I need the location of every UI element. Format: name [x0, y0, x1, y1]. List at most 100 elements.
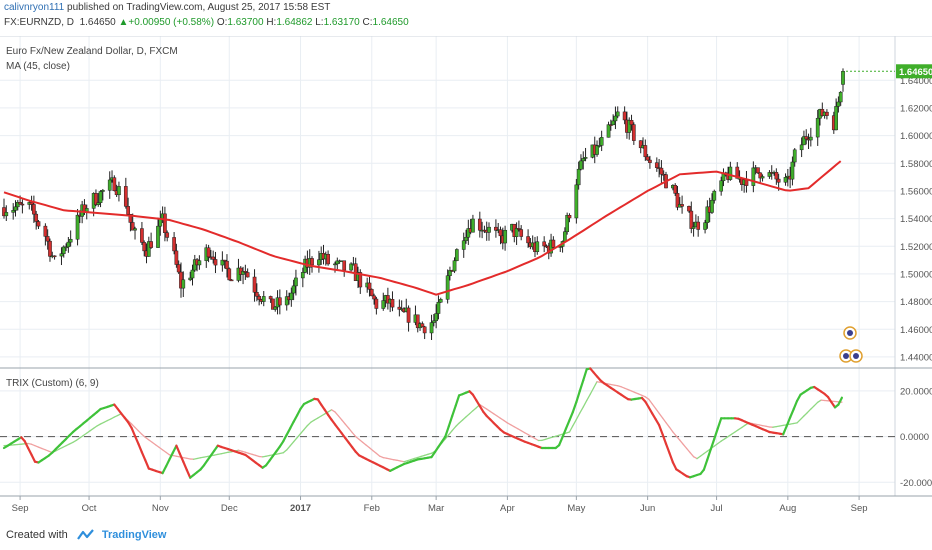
signal-line-segment — [317, 415, 322, 419]
trix-line-segment — [657, 424, 664, 436]
candle-body — [45, 236, 50, 242]
trix-line-segment — [137, 443, 143, 454]
candle-body — [333, 263, 337, 266]
signal-line-segment — [458, 419, 464, 424]
candle-body — [369, 289, 374, 297]
trix-line-segment — [444, 425, 450, 438]
time-tick-label: Sep — [12, 503, 29, 514]
close-value: 1.64650 — [372, 17, 409, 28]
candle-body — [783, 177, 788, 183]
candle-body — [498, 229, 503, 237]
time-tick-label: Jul — [710, 503, 722, 514]
candle-body — [431, 320, 436, 323]
candle-body — [243, 271, 248, 273]
trix-line-segment — [182, 460, 188, 471]
trix-line-segment — [144, 459, 150, 470]
candle-body — [48, 240, 52, 257]
candle-body — [542, 241, 547, 247]
candle-body — [703, 222, 707, 230]
trix-line-segment — [140, 451, 147, 462]
candle-body — [225, 260, 229, 270]
signal-line-segment — [686, 447, 691, 454]
trix-line-segment — [557, 435, 564, 447]
signal-line-segment — [517, 428, 522, 432]
candle-body — [776, 178, 781, 183]
signal-line-segment — [648, 398, 653, 405]
signal-line-segment — [372, 449, 378, 455]
signal-line-segment — [292, 437, 298, 443]
signal-line-segment — [134, 426, 140, 432]
candle-body — [804, 136, 809, 140]
trix-line-segment — [292, 414, 299, 423]
chart-title: Euro Fx/New Zealand Dollar, D, FXCM — [6, 46, 178, 57]
time-tick-label: 2017 — [290, 503, 311, 514]
signal-line-segment — [579, 406, 584, 414]
signal-line-segment — [720, 438, 726, 442]
candle-body — [32, 204, 36, 215]
candle-body — [629, 120, 634, 125]
trix-line-segment — [127, 421, 133, 429]
signal-line-segment — [668, 426, 674, 433]
signal-line-segment — [813, 401, 819, 407]
candle-body — [815, 117, 820, 138]
signal-line-segment — [489, 410, 495, 415]
candle-body — [565, 215, 570, 232]
trix-line-segment — [130, 426, 137, 438]
signal-line-segment — [310, 419, 315, 423]
candle-body — [758, 172, 763, 179]
candle-body — [133, 228, 137, 231]
price-tick-label: 1.64000 — [900, 76, 932, 87]
candle-body — [268, 296, 273, 300]
signal-line-segment — [327, 409, 333, 413]
signal-line-segment — [461, 416, 467, 421]
signal-line-segment — [730, 431, 736, 435]
signal-line-segment — [448, 429, 453, 436]
trix-line-segment — [713, 427, 719, 440]
signal-line-segment — [523, 432, 529, 436]
candle-body — [445, 275, 450, 300]
candle-body — [291, 285, 296, 294]
candle-body — [64, 246, 68, 249]
candle-body — [252, 276, 257, 293]
signal-line-segment — [282, 449, 288, 454]
signal-line-segment — [375, 452, 381, 457]
signal-line-segment — [130, 423, 136, 429]
trix-line-segment — [702, 458, 709, 471]
author-link[interactable]: calivnryon111 — [4, 2, 65, 13]
trix-line-segment — [471, 393, 478, 402]
signal-line-segment — [586, 393, 591, 402]
candle-body — [654, 162, 659, 168]
trix-line-segment — [706, 448, 712, 461]
candle-body — [834, 106, 838, 131]
time-tick-label: Jun — [640, 503, 655, 514]
time-tick-label: May — [567, 503, 585, 514]
price-tick-label: 1.46000 — [900, 325, 932, 336]
candle-body — [576, 168, 581, 186]
signal-line-segment — [644, 396, 650, 400]
signal-line-segment — [799, 415, 805, 421]
candle-body — [146, 241, 151, 257]
candle-body — [165, 232, 170, 238]
signal-line-segment — [530, 435, 536, 440]
trix-line-segment — [168, 451, 174, 461]
trix-line-segment — [185, 468, 192, 479]
candle-body — [477, 218, 482, 231]
brand-label[interactable]: TradingView — [101, 529, 167, 541]
signal-line-segment — [368, 447, 374, 452]
chart-canvas[interactable]: 1.64000 1.62000 1.60000 1.58000 1.56000 1.540… — [0, 36, 932, 520]
candle-body — [825, 111, 829, 116]
candle-body — [567, 215, 572, 219]
trix-line-segment — [785, 416, 792, 428]
candle-body — [429, 322, 434, 334]
trix-line-segment — [664, 442, 671, 455]
open-value: 1.63700 — [227, 17, 264, 28]
candle-body — [675, 193, 680, 208]
candle-body — [638, 140, 643, 149]
candle-body — [735, 166, 740, 179]
low-value: 1.63170 — [323, 17, 360, 28]
price-tick-label: 1.60000 — [900, 131, 932, 142]
trix-line-segment — [792, 399, 799, 411]
candle-body — [13, 206, 18, 211]
signal-line-segment — [82, 432, 88, 437]
signal-line-segment — [75, 437, 81, 441]
